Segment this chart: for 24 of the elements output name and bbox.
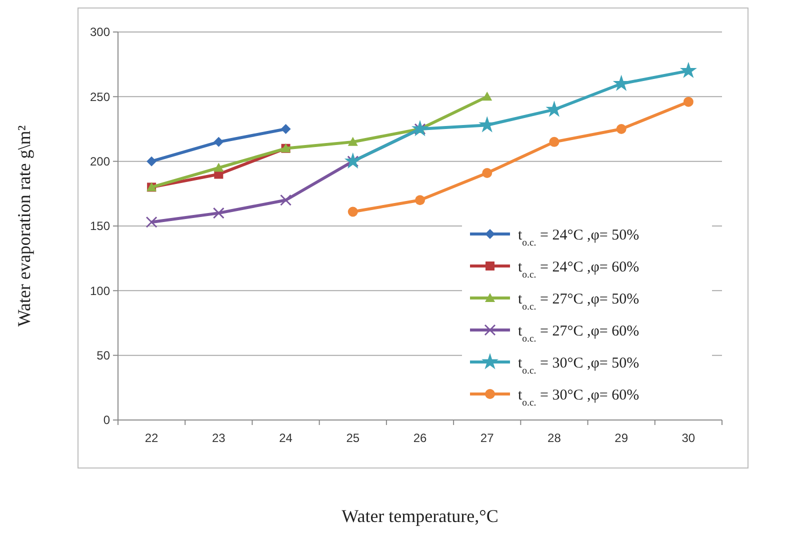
y-tick-label: 0	[103, 413, 110, 428]
legend-label: t$_{o.c.}$ = 30°C ,φ= 50%	[518, 355, 640, 376]
legend-label: t$_{o.c.}$ = 24°C ,φ= 60%	[518, 259, 640, 280]
y-tick-label: 100	[90, 284, 110, 298]
legend-label: t$_{o.c.}$ = 30°C ,φ= 60%	[518, 387, 640, 408]
y-tick-label: 50	[96, 348, 110, 363]
legend-label: t$_{o.c.}$ = 24°C ,φ= 50%	[518, 227, 640, 248]
x-tick-label: 25	[346, 431, 360, 445]
x-tick-label: 26	[413, 431, 427, 445]
x-tick-label: 24	[279, 431, 293, 445]
x-tick-label: 27	[480, 431, 494, 445]
y-tick-label: 300	[90, 25, 110, 40]
legend-label: t$_{o.c.}$ = 27°C ,φ= 50%	[518, 291, 640, 312]
y-tick-label: 250	[90, 90, 110, 104]
x-tick-label: 29	[614, 431, 628, 445]
x-tick-label: 23	[212, 431, 226, 445]
y-tick-label: 150	[90, 219, 110, 234]
y-tick-label: 200	[90, 154, 110, 169]
x-axis-title: Water temperature,°C	[342, 506, 498, 526]
y-axis-title: Water evaporation rate g\m²	[14, 125, 34, 327]
legend-label: t$_{o.c.}$ = 27°C ,φ= 60%	[518, 323, 640, 344]
x-tick-label: 22	[144, 431, 159, 445]
x-tick-label: 28	[548, 431, 562, 445]
x-tick-label: 30	[682, 431, 696, 445]
